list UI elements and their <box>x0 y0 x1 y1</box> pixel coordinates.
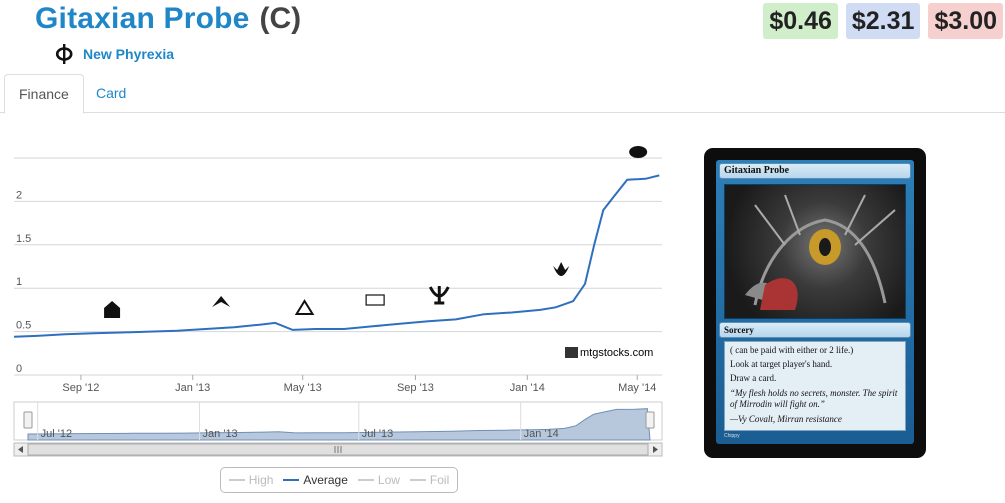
navigator-area <box>27 408 651 441</box>
legend-swatch-average <box>283 479 300 481</box>
x-tick-label: Jan '13 <box>175 382 210 394</box>
navigator-tick-label: Jan '13 <box>203 428 238 440</box>
watermark-logo <box>565 347 578 358</box>
average-price-line <box>13 174 660 338</box>
set-row: New Phyrexia <box>55 44 174 64</box>
price-average-badge: $2.31 <box>845 3 921 39</box>
y-tick-label: 0 <box>16 363 22 375</box>
price-chart: 0 0.5 1 1.5 2 Sep '12 Jan '13 May '13 Sep '13 Jan… <box>0 130 680 500</box>
y-tick-label: 0.5 <box>16 320 31 332</box>
card-image-type-line: Sorcery <box>719 322 911 338</box>
price-high-badge: $3.00 <box>928 3 1003 39</box>
return-to-ravnica-icon <box>104 301 121 318</box>
m14-icon <box>365 294 385 306</box>
card-image-textbox: ( can be paid with either or 2 life.) Lo… <box>724 341 906 431</box>
legend-label-foil: Foil <box>429 473 450 487</box>
navigator-right-handle[interactable] <box>645 411 655 429</box>
price-low-badge: $0.46 <box>763 3 838 39</box>
x-tick-label: May '13 <box>284 382 322 394</box>
gatecrash-icon <box>212 296 231 307</box>
card-artist: Chippy <box>724 433 740 439</box>
theros-icon <box>428 286 450 305</box>
card-name: Gitaxian Probe <box>35 2 250 35</box>
y-tick-label: 1.5 <box>16 233 31 245</box>
tab-finance[interactable]: Finance <box>4 74 84 114</box>
y-tick-label: 2 <box>16 189 22 201</box>
card-image-title: Gitaxian Probe <box>719 163 911 179</box>
card-rules-1: ( can be paid with either or 2 life.) <box>730 345 854 355</box>
card-flavor-attribution: —Vy Covalt, Mirran resistance <box>730 414 842 424</box>
card-rules-3: Draw a card. <box>730 373 777 383</box>
set-name-link[interactable]: New Phyrexia <box>83 46 175 62</box>
y-tick-label: 1 <box>16 276 22 288</box>
card-inner-frame: Gitaxian Probe Sorcery ( can be paid wit… <box>716 160 914 444</box>
navigator-left-handle[interactable] <box>23 411 33 429</box>
legend-label-low: Low <box>377 473 400 487</box>
dragons-maze-icon <box>294 299 315 315</box>
tab-bar: Finance Card <box>0 74 1005 114</box>
x-tick-label: Sep '13 <box>397 382 434 394</box>
x-tick-label: Sep '12 <box>62 382 99 394</box>
tab-card[interactable]: Card <box>96 85 127 101</box>
navigator-tick-label: Jul '13 <box>362 428 393 440</box>
legend-label-average: Average <box>303 473 348 487</box>
legend-swatch-low <box>357 479 374 481</box>
legend-label-high: High <box>248 473 274 487</box>
card-flavor-text: “My flesh holds no secrets, monster. The… <box>730 388 898 409</box>
card-art-illustration <box>745 194 896 310</box>
phyrexia-set-icon <box>55 44 73 64</box>
legend-item-foil[interactable]: Foil <box>409 473 450 487</box>
chart-legend: High Average Low Foil <box>220 467 458 493</box>
legend-swatch-foil <box>409 479 426 481</box>
legend-item-average[interactable]: Average <box>283 473 348 487</box>
watermark-text: mtgstocks.com <box>580 347 653 359</box>
scroll-left-arrow-icon[interactable] <box>18 446 23 453</box>
legend-item-high[interactable]: High <box>228 473 274 487</box>
x-tick-label: Jan '14 <box>510 382 545 394</box>
born-of-the-gods-icon <box>553 262 570 276</box>
x-tick-label: May '14 <box>618 382 656 394</box>
card-art <box>724 184 906 319</box>
journey-into-nyx-icon <box>629 146 648 158</box>
card-image[interactable]: Gitaxian Probe Sorcery ( can be paid wit… <box>704 148 926 458</box>
scroll-right-arrow-icon[interactable] <box>653 446 658 453</box>
price-chart-svg: 0 0.5 1 1.5 2 Sep '12 Jan '13 May '13 Sep '13 Jan… <box>13 146 663 457</box>
card-rarity: (C) <box>259 2 302 35</box>
legend-swatch-high <box>228 479 245 481</box>
card-rules-2: Look at target player's hand. <box>730 359 833 369</box>
card-title-row: Gitaxian Probe (C) <box>35 2 301 36</box>
scrollbar-grip-icon <box>334 446 342 453</box>
price-badges: $0.46 $2.31 $3.00 <box>763 3 1003 39</box>
navigator-tick-label: Jul '12 <box>41 428 72 440</box>
legend-item-low[interactable]: Low <box>357 473 400 487</box>
navigator-tick-label: Jan '14 <box>524 428 559 440</box>
